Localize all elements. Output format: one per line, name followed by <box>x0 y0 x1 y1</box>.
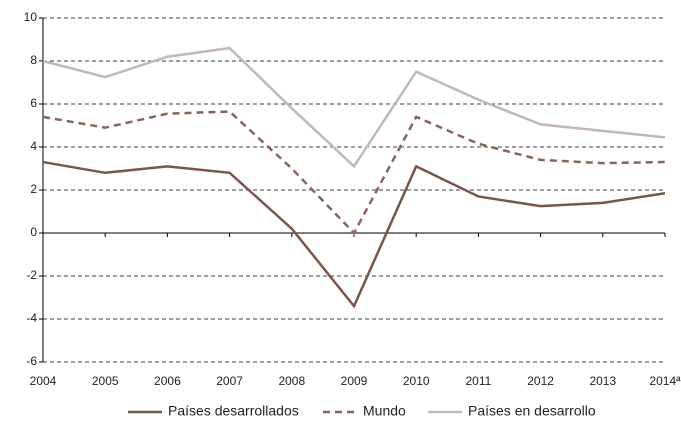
x-tick-label: 2009 <box>341 374 368 388</box>
legend-label: Países desarrollados <box>168 403 299 419</box>
x-tick-label: 2014ª <box>649 374 681 388</box>
legend: Países desarrollados Mundo Países en desar… <box>128 403 596 419</box>
series-line <box>42 110 666 236</box>
y-tick-label: 2 <box>30 182 37 196</box>
y-tick-label: 4 <box>30 139 37 153</box>
y-tick-label: 8 <box>30 53 37 67</box>
x-tick-label: 2012 <box>527 374 554 388</box>
y-tick-label: -2 <box>26 268 37 282</box>
x-tick-label: 2011 <box>465 374 491 388</box>
y-tick-label: 10 <box>24 10 38 24</box>
x-tick-label: 2005 <box>92 374 119 388</box>
series-line <box>42 46 666 169</box>
x-tick-label: 2007 <box>216 374 243 388</box>
x-tick-label: 2013 <box>589 374 616 388</box>
x-tick-label: 2006 <box>154 374 181 388</box>
series-line <box>42 160 666 309</box>
y-tick-label: -4 <box>26 311 37 325</box>
y-tick-label: 6 <box>30 96 37 110</box>
legend-label: Mundo <box>363 403 406 419</box>
legend-label: Países en desarrollo <box>468 403 596 419</box>
x-tick-label: 2008 <box>278 374 305 388</box>
y-tick-label: 0 <box>30 225 37 239</box>
x-tick-label: 2010 <box>403 374 430 388</box>
x-tick-label: 2004 <box>30 374 57 388</box>
y-tick-label: -6 <box>26 354 37 368</box>
